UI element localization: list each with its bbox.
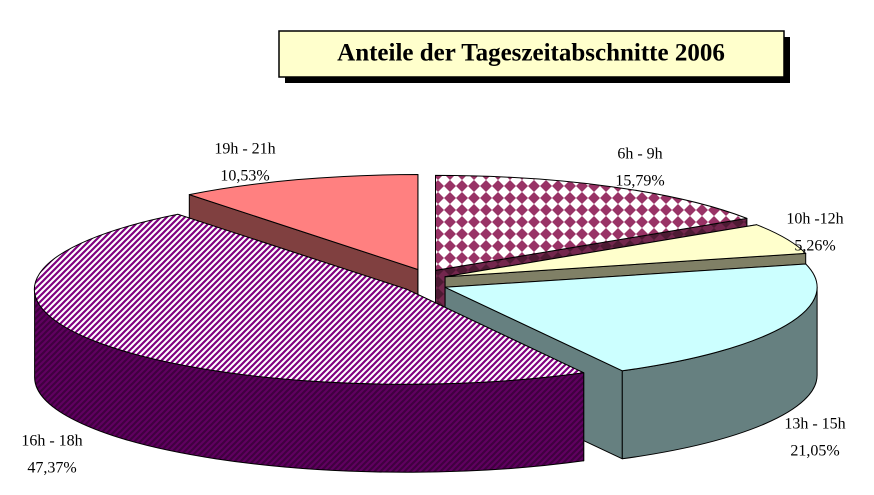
slice xyxy=(444,263,818,372)
value-label: 21,05% xyxy=(790,443,839,460)
value-label: 15,79% xyxy=(615,173,664,190)
value-label: 47,37% xyxy=(27,460,76,477)
slice xyxy=(444,224,807,278)
slice xyxy=(435,174,748,271)
value-label: 10,53% xyxy=(220,168,269,185)
slice-label: 19h - 21h xyxy=(214,141,275,158)
chart-title: Anteile der Tageszeitabschnitte 2006 xyxy=(337,40,725,67)
slice-label: 16h - 18h xyxy=(21,433,82,450)
value-label: 5,26% xyxy=(794,238,835,255)
pie xyxy=(33,174,818,473)
slice xyxy=(188,174,419,270)
slice xyxy=(33,213,585,385)
slice-label: 13h - 15h xyxy=(784,416,845,433)
title-box xyxy=(278,30,785,78)
labels: 6h - 9h 15,79% 10h -12h 5,26% 13h - 15h 21,05… xyxy=(21,141,845,477)
slice-label: 10h -12h xyxy=(786,211,843,228)
slice-label: 6h - 9h xyxy=(617,146,662,163)
